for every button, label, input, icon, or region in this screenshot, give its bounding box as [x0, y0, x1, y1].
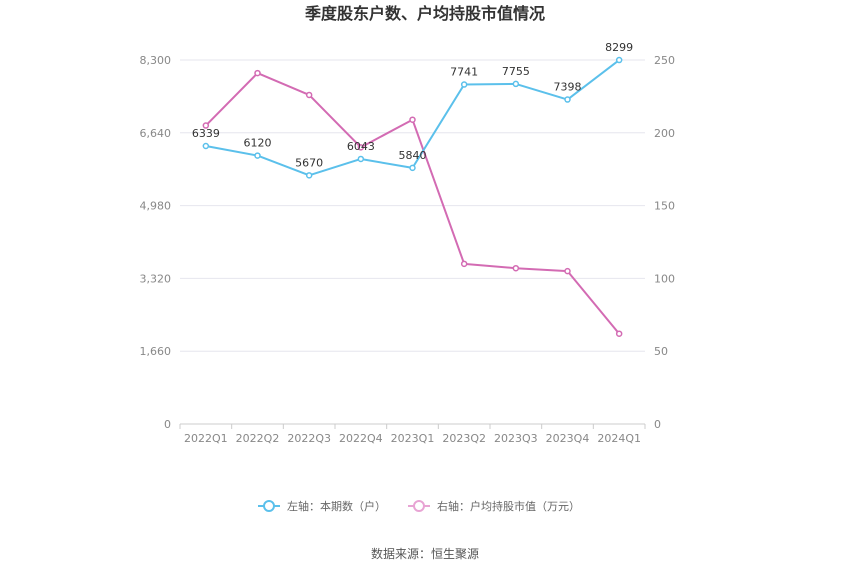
left-axis-tick-label: 3,320 — [140, 272, 172, 285]
data-point-left — [305, 172, 313, 179]
right-axis-tick-label: 150 — [654, 200, 675, 213]
left-axis-tick-label: 0 — [164, 418, 171, 431]
data-point-left — [615, 56, 623, 64]
right-axis-tick-label: 0 — [654, 418, 661, 431]
data-point-left — [512, 80, 520, 88]
data-label: 6120 — [244, 137, 272, 150]
data-label: 7398 — [554, 81, 582, 94]
source-text: 数据来源：恒生聚源 — [371, 546, 479, 561]
x-axis-tick-label: 2022Q3 — [287, 432, 331, 445]
left-axis-tick-label: 8,300 — [140, 54, 172, 67]
data-point-right — [564, 267, 571, 275]
data-label: 6339 — [192, 127, 220, 140]
x-axis-tick-label: 2022Q1 — [184, 432, 228, 445]
data-point-left — [254, 152, 261, 159]
legend-swatch-marker-left — [263, 500, 275, 512]
x-axis-tick-label: 2023Q2 — [442, 432, 486, 445]
data-point-right — [357, 144, 365, 151]
legend-label-right-series: 右轴：户均持股市值（万元） — [437, 499, 580, 513]
data-label-layer: 6339 6120 5670 6043 5840 7741 7755 7398 8299 — [192, 41, 633, 169]
series-line-right — [205, 72, 620, 335]
right-axis-tick-label: 200 — [654, 127, 675, 140]
data-point-left — [357, 155, 365, 163]
right-axis-tick-label: 100 — [654, 272, 675, 285]
right-axis-tick-label: 250 — [654, 54, 675, 67]
data-point-right — [254, 69, 261, 77]
x-axis-tick-label: 2022Q2 — [236, 432, 280, 445]
data-label: 7755 — [502, 65, 530, 78]
data-label: 8299 — [605, 41, 633, 54]
data-label: 7741 — [450, 66, 478, 79]
legend-item-right-series[interactable]: 右轴：户均持股市值（万元） — [408, 499, 580, 513]
data-point-right — [409, 116, 416, 123]
axis-layer: 0 1,660 3,320 4,980 6,640 8,300 0 50 100 150 200 25… — [140, 54, 676, 445]
grid-layer — [180, 59, 645, 352]
chart-title: 季度股东户数、户均持股市值情况 — [304, 4, 545, 23]
data-point-right — [305, 91, 313, 99]
data-label: 6043 — [347, 140, 375, 153]
data-point-left — [202, 142, 210, 150]
data-label: 5840 — [399, 149, 427, 162]
x-axis-tick-label: 2023Q1 — [391, 432, 435, 445]
legend-item-left-series[interactable]: 左轴：本期数（户） — [258, 499, 386, 513]
data-point-left — [409, 164, 416, 172]
legend-label-left-series: 左轴：本期数（户） — [287, 499, 386, 513]
left-axis-tick-label: 6,640 — [140, 127, 172, 140]
left-axis-tick-label: 4,980 — [140, 200, 172, 213]
legend-swatch-marker-right — [413, 500, 425, 512]
x-axis-tick-label: 2022Q4 — [339, 432, 383, 445]
data-point-left — [460, 81, 468, 88]
data-point-right — [202, 122, 210, 129]
x-axis-tick-label: 2024Q1 — [597, 432, 641, 445]
series-layer — [202, 56, 623, 337]
data-label: 5670 — [295, 156, 323, 169]
data-point-right — [615, 330, 623, 337]
x-axis-tick-label: 2023Q4 — [546, 432, 590, 445]
legend: 左轴：本期数（户） 右轴：户均持股市值（万元） — [258, 499, 580, 513]
data-point-right — [460, 260, 468, 268]
x-axis-tick-label: 2023Q3 — [494, 432, 538, 445]
data-point-left — [564, 96, 571, 103]
left-axis-tick-label: 1,660 — [140, 345, 172, 358]
right-axis-tick-label: 50 — [654, 345, 668, 358]
data-point-right — [512, 264, 520, 272]
